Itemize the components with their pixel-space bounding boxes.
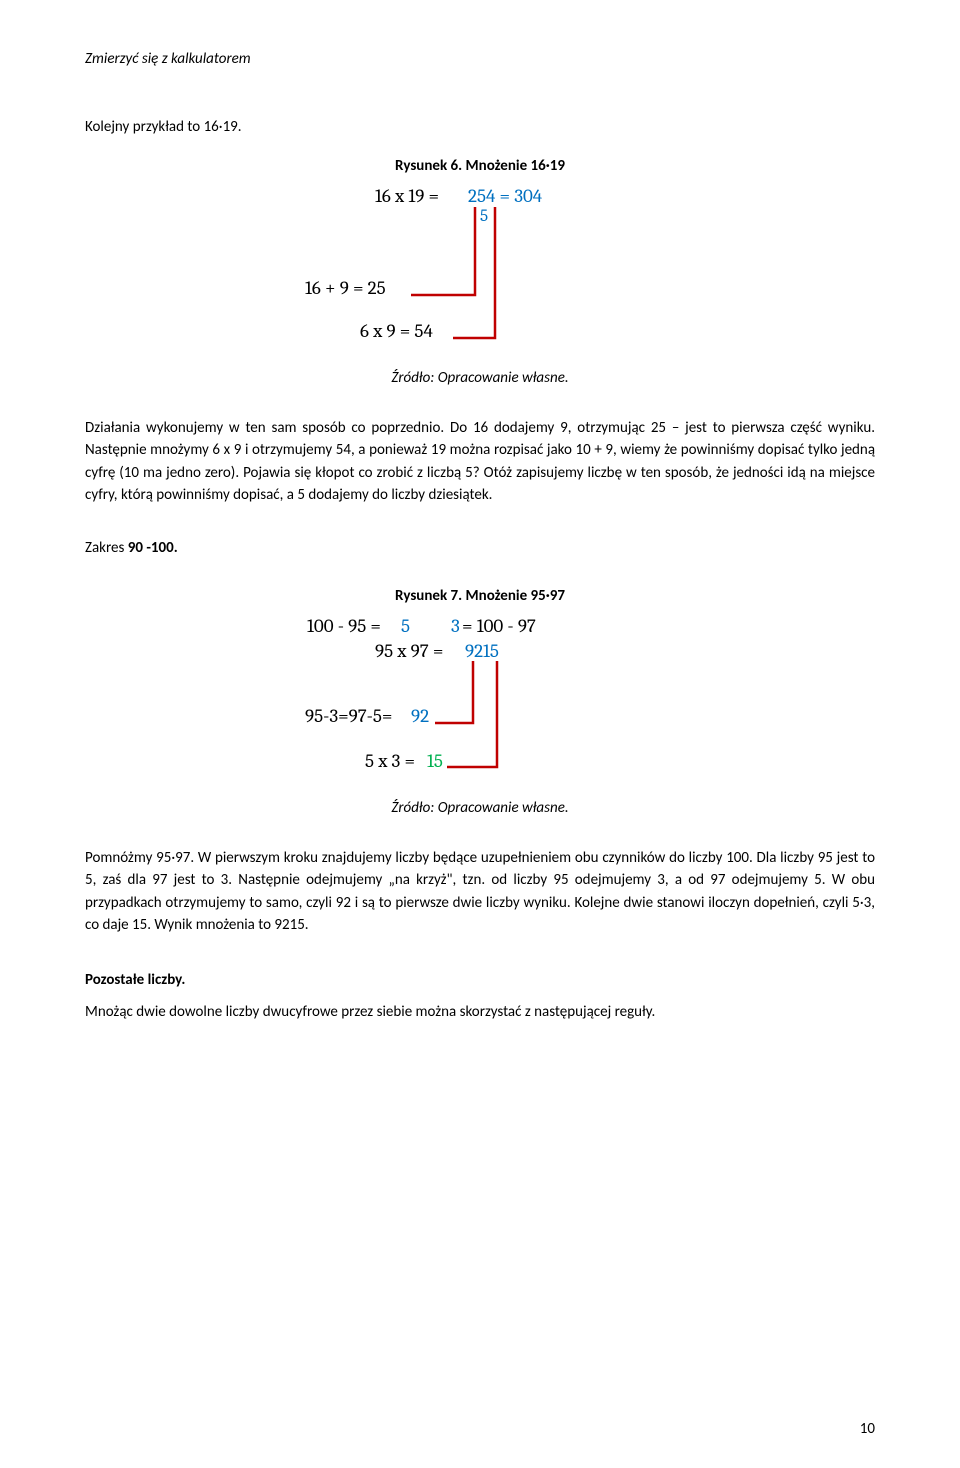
- figure1-source: Źródło: Opracowanie własne.: [85, 369, 875, 387]
- page-number: 10: [860, 1420, 875, 1438]
- intro-paragraph: Kolejny przykład to 16·19.: [85, 116, 875, 139]
- section-range-bold: 90 -100.: [128, 539, 178, 557]
- paragraph-3: Mnożąc dwie dowolne liczby dwucyfrowe pr…: [85, 1001, 875, 1024]
- subhead-remaining: Pozostałe liczby.: [85, 971, 875, 989]
- fig1-brackets: [305, 185, 665, 355]
- figure2-diagram: 100 - 95 = 5 3 = 100 - 97 95 x 97 = 9215…: [305, 615, 665, 785]
- section-range-prefix: Zakres: [85, 539, 128, 557]
- section-range-label: Zakres 90 -100.: [85, 539, 875, 557]
- page-header: Zmierzyć się z kalkulatorem: [85, 50, 875, 68]
- figure2-source: Źródło: Opracowanie własne.: [85, 799, 875, 817]
- figure1-caption: Rysunek 6. Mnożenie 16·19: [85, 157, 875, 175]
- figure1-diagram: 16 x 19 = 254 = 304 5 16 + 9 = 25 6 x 9 …: [305, 185, 665, 355]
- fig2-brackets: [305, 615, 665, 785]
- figure2-caption: Rysunek 7. Mnożenie 95·97: [85, 587, 875, 605]
- paragraph-2: Pomnóżmy 95·97. W pierwszym kroku znajdu…: [85, 847, 875, 937]
- paragraph-1: Działania wykonujemy w ten sam sposób co…: [85, 417, 875, 507]
